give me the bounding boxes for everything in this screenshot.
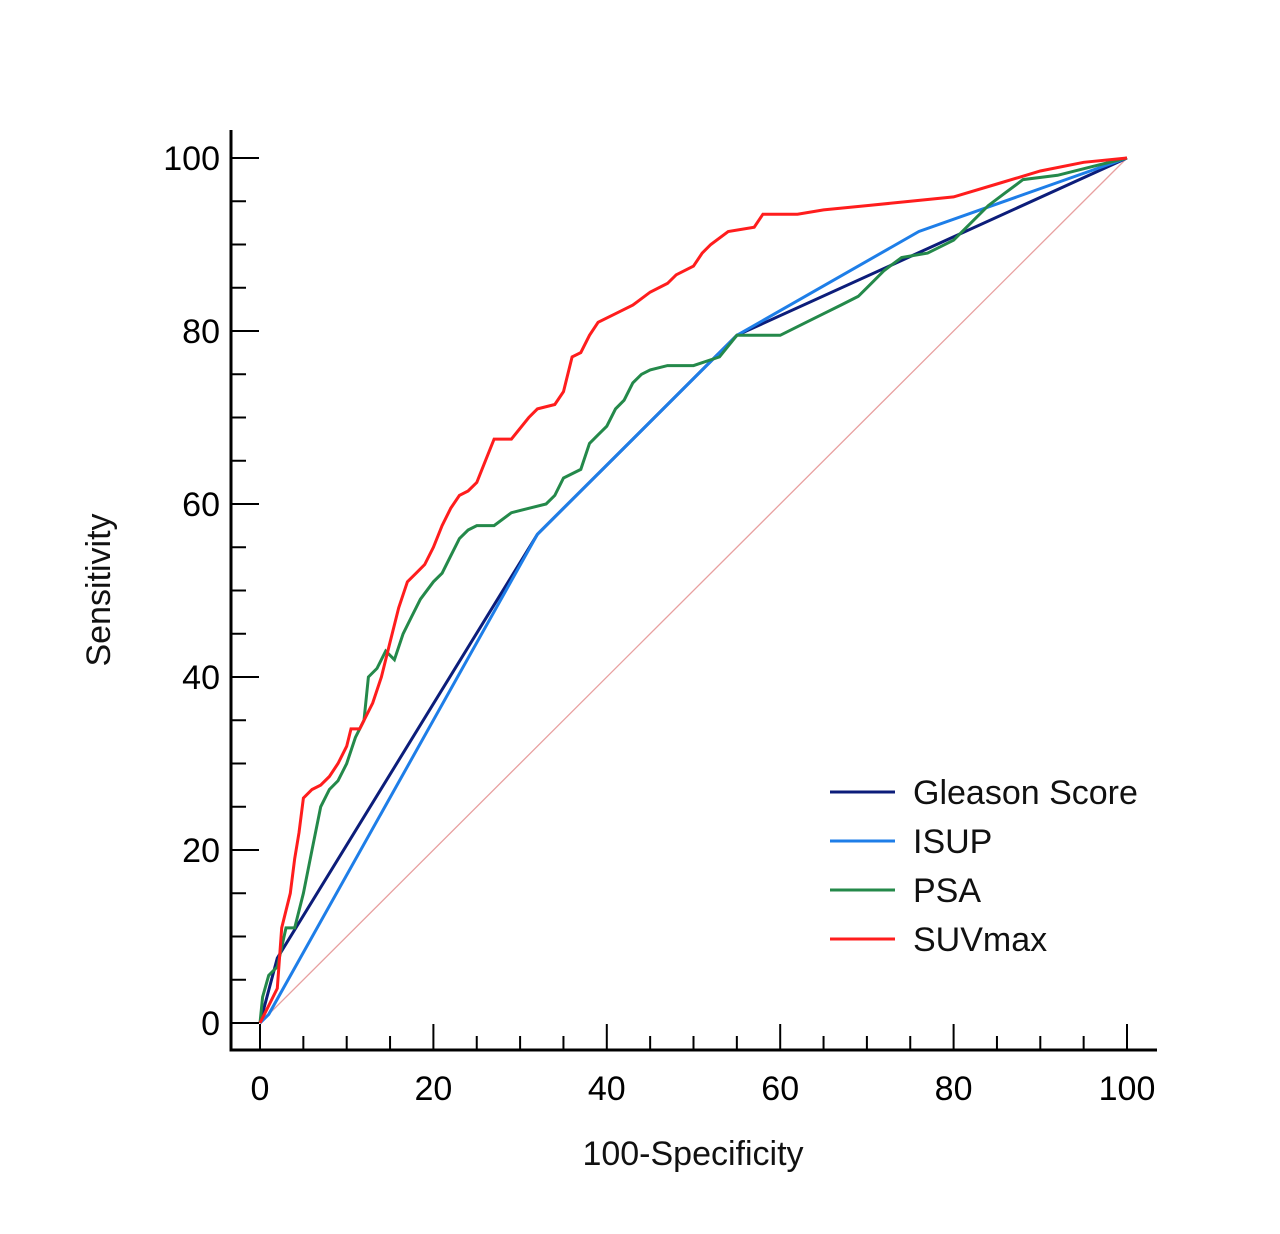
y-axis-title: Sensitivity <box>80 513 118 666</box>
y-tick-label: 0 <box>201 1005 220 1043</box>
legend-label-gleason-score: Gleason Score <box>913 774 1138 812</box>
x-tick-label: 60 <box>761 1070 799 1108</box>
legend: Gleason Score ISUP PSA SUVmax <box>830 774 1138 959</box>
y-tick-label: 100 <box>163 140 220 178</box>
x-tick-label: 20 <box>414 1070 452 1108</box>
x-tick-label: 80 <box>935 1070 973 1108</box>
legend-label-psa: PSA <box>913 872 981 910</box>
legend-label-isup: ISUP <box>913 823 992 861</box>
series-line-psa <box>258 156 1128 1024</box>
y-tick-label: 20 <box>182 832 220 870</box>
y-tick-label: 80 <box>182 313 220 351</box>
series-line-isup <box>258 156 1128 1025</box>
y-tick-label: 40 <box>182 659 220 697</box>
reference-diagonal-line <box>259 157 1128 1024</box>
series-line-suvmax <box>258 156 1128 1024</box>
x-tick-label: 40 <box>588 1070 626 1108</box>
axes: 0 20 40 60 80 100 0 20 40 60 80 100 <box>163 130 1157 1108</box>
y-tick-label: 60 <box>182 486 220 524</box>
x-axis-title: 100-Specificity <box>582 1135 803 1173</box>
legend-label-suvmax: SUVmax <box>913 921 1047 959</box>
x-tick-label: 100 <box>1099 1070 1156 1108</box>
x-tick-label: 0 <box>251 1070 270 1108</box>
plot-area <box>258 156 1128 1025</box>
